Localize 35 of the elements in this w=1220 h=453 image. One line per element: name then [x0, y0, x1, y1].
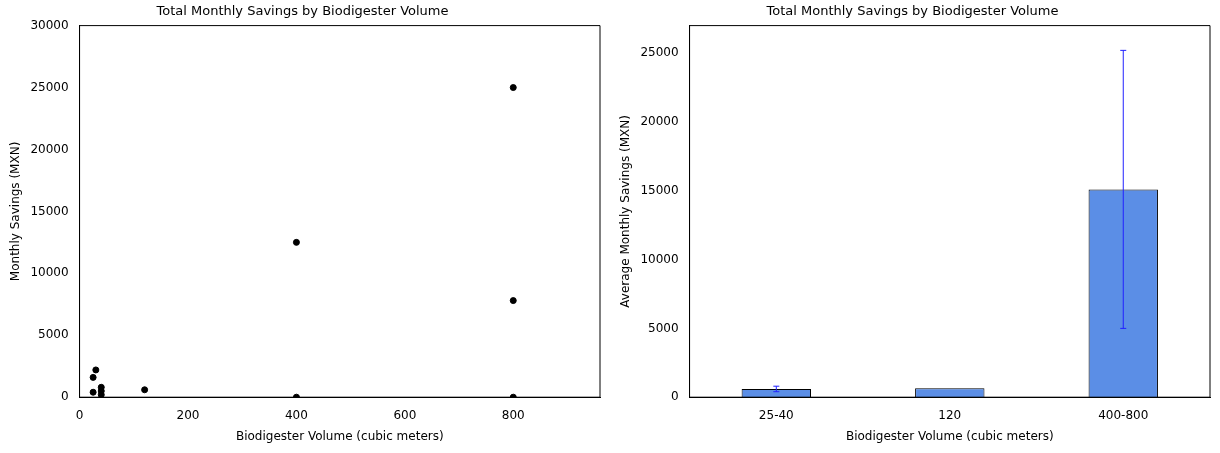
y-axis-title: Monthly Savings (MXN) — [8, 141, 23, 282]
point — [292, 238, 300, 246]
point — [509, 297, 517, 305]
y-tick-label: 5000 — [38, 327, 69, 342]
x-tick-label: 0 — [75, 407, 84, 422]
y-tick-label: 25000 — [30, 79, 69, 94]
y-axis-title: Average Monthly Savings (MXN) — [618, 115, 633, 308]
point — [92, 366, 100, 374]
x-axis-title: Biodigester Volume (cubic meters) — [845, 428, 1054, 443]
x-tick-label: 120 — [938, 407, 962, 422]
chart-title: Total Monthly Savings by Biodigester Volume — [765, 3, 1059, 19]
x-tick-label: 600 — [393, 407, 417, 422]
y-tick-label: 5000 — [648, 320, 679, 335]
x-tick-label: 25-40 — [758, 407, 794, 422]
point — [89, 373, 97, 381]
y-tick-label: 20000 — [640, 114, 679, 129]
point — [141, 386, 149, 394]
y-tick-label: 15000 — [30, 203, 69, 218]
x-axis-title: Biodigester Volume (cubic meters) — [235, 428, 444, 443]
y-tick-label: 20000 — [30, 141, 69, 156]
point — [97, 391, 105, 398]
y-tick-label: 30000 — [30, 17, 69, 32]
x-tick-label: 400-800 — [1098, 407, 1149, 422]
y-tick-label: 15000 — [640, 182, 679, 197]
y-tick-label: 0 — [60, 389, 69, 404]
x-tick-label: 200 — [176, 407, 200, 422]
chart-title: Total Monthly Savings by Biodigester Volume — [155, 3, 449, 19]
x-tick-label: 400 — [284, 407, 308, 422]
y-tick-label: 10000 — [640, 251, 679, 266]
y-tick-label: 25000 — [640, 45, 679, 60]
y-tick-label: 10000 — [30, 265, 69, 280]
x-tick-label: 800 — [501, 407, 525, 422]
y-tick-label: 0 — [670, 389, 679, 404]
point — [509, 84, 517, 92]
point — [89, 388, 97, 396]
